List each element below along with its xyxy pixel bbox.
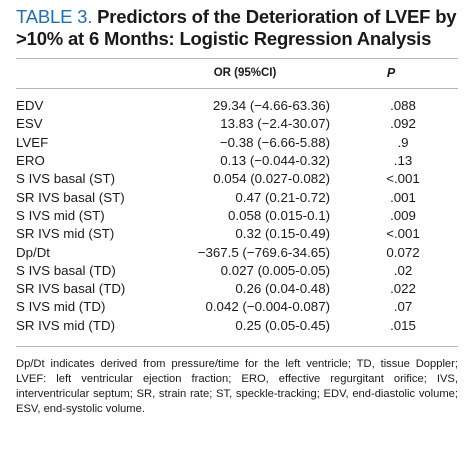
p-value-cell: .02 xyxy=(393,262,413,278)
predictor-cell: Dp/Dt xyxy=(16,244,50,260)
predictor-cell: ERO xyxy=(16,153,45,169)
table-row: ESV 13.83 (−2.4-30.07) .092 xyxy=(16,115,458,133)
p-value-cell: 0.072 xyxy=(386,244,420,260)
p-value-cell: <.001 xyxy=(386,226,420,242)
table-header: OR (95%CI) P xyxy=(16,59,458,88)
odds-ratio-cell: 0.027 (0.005-0.05) xyxy=(220,262,331,278)
predictor-cell: S IVS basal (ST) xyxy=(16,171,116,187)
table-row: EDV 29.34 (−4.66-63.36) .088 xyxy=(16,97,458,115)
odds-ratio-cell: 0.13 (−0.044-0.32) xyxy=(220,153,331,169)
table-row: S IVS basal (ST) 0.054 (0.027-0.082) <.001 xyxy=(16,170,458,188)
odds-ratio-cell: 0.25 (0.05-0.45) xyxy=(235,317,331,333)
column-header-predictor xyxy=(16,59,166,88)
p-value-cell: .015 xyxy=(390,317,416,333)
odds-ratio-cell: 0.054 (0.027-0.082) xyxy=(213,171,331,187)
table-bottom-rule xyxy=(16,345,458,347)
p-value-cell: .092 xyxy=(390,116,416,132)
odds-ratio-cell: 0.042 (−0.004-0.087) xyxy=(205,299,331,315)
table-row: S IVS mid (ST) 0.058 (0.015-0.1) .009 xyxy=(16,207,458,225)
predictor-cell: SR IVS basal (ST) xyxy=(16,189,125,205)
table-body: EDV 29.34 (−4.66-63.36) .088 ESV 13.83 (−2.4… xyxy=(16,97,458,335)
table-row: SR IVS mid (TD) 0.25 (0.05-0.45) .015 xyxy=(16,317,458,335)
p-value-cell: .13 xyxy=(393,153,413,169)
header-bottom-rule xyxy=(16,88,458,89)
column-header-p: P xyxy=(386,66,396,80)
predictor-cell: LVEF xyxy=(16,134,49,150)
predictor-cell: ESV xyxy=(16,116,43,132)
odds-ratio-cell: 0.47 (0.21-0.72) xyxy=(235,189,331,205)
predictor-cell: SR IVS mid (TD) xyxy=(16,317,115,333)
table-title-text: Predictors of the Deterioration of LVEF … xyxy=(16,6,457,49)
p-value-cell: .001 xyxy=(390,189,416,205)
table-row: ERO 0.13 (−0.044-0.32) .13 xyxy=(16,152,458,170)
p-value-cell: .07 xyxy=(393,299,413,315)
column-header-or: OR (95%CI) xyxy=(213,67,277,79)
table-row: SR IVS basal (ST) 0.47 (0.21-0.72) .001 xyxy=(16,188,458,206)
p-value-cell: .9 xyxy=(397,134,409,150)
p-value-cell: .009 xyxy=(390,207,416,223)
p-value-cell: <.001 xyxy=(386,171,420,187)
predictor-cell: S IVS basal (TD) xyxy=(16,262,116,278)
odds-ratio-cell: −367.5 (−769.6-34.65) xyxy=(197,244,331,260)
table-row: SR IVS mid (ST) 0.32 (0.15-0.49) <.001 xyxy=(16,225,458,243)
odds-ratio-cell: 29.34 (−4.66-63.36) xyxy=(212,98,331,114)
predictor-cell: S IVS mid (TD) xyxy=(16,299,106,315)
predictor-cell: EDV xyxy=(16,98,44,114)
p-value-cell: .088 xyxy=(390,98,416,114)
odds-ratio-cell: 0.058 (0.015-0.1) xyxy=(228,207,331,223)
header-row: OR (95%CI) P xyxy=(16,59,458,88)
predictor-cell: SR IVS basal (TD) xyxy=(16,281,126,297)
table-row: SR IVS basal (TD) 0.26 (0.04-0.48) .022 xyxy=(16,280,458,298)
header-top-rule xyxy=(16,58,458,59)
odds-ratio-cell: 0.32 (0.15-0.49) xyxy=(235,226,331,242)
table-title: TABLE 3. Predictors of the Deterioration… xyxy=(16,6,458,50)
table-row: LVEF −0.38 (−6.66-5.88) .9 xyxy=(16,134,458,152)
table-row: Dp/Dt −367.5 (−769.6-34.65) 0.072 xyxy=(16,243,458,261)
p-value-cell: .022 xyxy=(390,281,416,297)
regression-table-body: EDV 29.34 (−4.66-63.36) .088 ESV 13.83 (−2.4… xyxy=(16,97,458,335)
table-number-label: TABLE 3. xyxy=(16,6,93,27)
predictor-cell: S IVS mid (ST) xyxy=(16,207,105,223)
table-footnote: Dp/Dt indicates derived from pressure/ti… xyxy=(16,357,458,416)
odds-ratio-cell: 13.83 (−2.4-30.07) xyxy=(220,116,331,132)
table-body-wrap: EDV 29.34 (−4.66-63.36) .088 ESV 13.83 (−2.4… xyxy=(16,89,458,346)
table-row: S IVS mid (TD) 0.042 (−0.004-0.087) .07 xyxy=(16,298,458,316)
odds-ratio-cell: −0.38 (−6.66-5.88) xyxy=(219,134,331,150)
regression-table: OR (95%CI) P xyxy=(16,59,458,88)
table-row: S IVS basal (TD) 0.027 (0.005-0.05) .02 xyxy=(16,262,458,280)
predictor-cell: SR IVS mid (ST) xyxy=(16,226,115,242)
odds-ratio-cell: 0.26 (0.04-0.48) xyxy=(235,281,331,297)
